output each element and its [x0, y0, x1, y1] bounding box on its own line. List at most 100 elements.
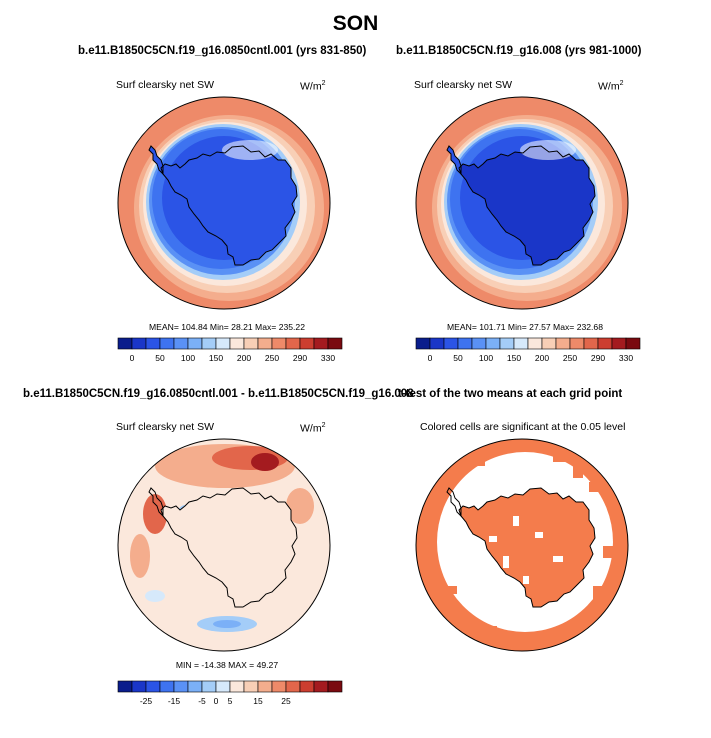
colorbar3-box-10 [257, 680, 273, 693]
panel2-units: W/m2 [598, 80, 624, 93]
season-title: SON [332, 12, 379, 35]
colorbar1-tick-label-3: 150 [209, 353, 223, 363]
colorbar3-tick-label-2: -5 [198, 696, 206, 706]
panel4-subtitle: Colored cells are significant at the 0.0… [420, 421, 626, 433]
panel2-colorbar: 0 50 100 150 200 250 290 330 [415, 337, 641, 363]
antarctica-coastline [160, 487, 298, 608]
colorbar2-tick-label-3: 150 [507, 353, 521, 363]
antarctic-peninsula-outline [446, 145, 462, 176]
significant-cell-2 [553, 454, 567, 462]
significance-layer [416, 439, 628, 651]
panel3-variable-label: Surf clearsky net SW [116, 421, 215, 433]
not-significant-cell-2 [503, 556, 509, 568]
significant-cell-6 [427, 566, 437, 576]
colorbar1-tick-label-6: 290 [293, 353, 307, 363]
panel3-units: W/m2 [300, 422, 326, 435]
colorbar2-tick-label-5: 250 [563, 353, 577, 363]
field-continent [161, 146, 297, 265]
colorbar3-tick-label-1: -15 [168, 696, 181, 706]
colorbar2-box-6 [499, 337, 515, 350]
diff-west-strong [143, 494, 167, 534]
antarctica-coastline [458, 145, 596, 266]
diff-west-positive [130, 534, 150, 578]
colorbar3-box-15 [327, 680, 343, 693]
colorbar2-box-15 [625, 337, 641, 350]
colorbar2-box-2 [443, 337, 459, 350]
colorbar2-tick-label-6: 290 [591, 353, 605, 363]
colorbar1-box-11 [271, 337, 287, 350]
significant-cell-11 [593, 586, 603, 600]
panel3-colorbar: -25 -15 -5 0 5 15 25 [117, 680, 343, 706]
significant-cell-5 [425, 532, 435, 546]
colorbar2-box-9 [541, 337, 557, 350]
map-boundary [415, 438, 629, 652]
colorbar2-box-8 [527, 337, 543, 350]
colorbar3-box-14 [313, 680, 329, 693]
colorbar2-box-5 [485, 337, 501, 350]
diff-negative-d [145, 590, 165, 602]
field-layer [416, 97, 628, 309]
diff-negative-core [213, 620, 241, 628]
colorbar1-box-0 [117, 337, 133, 350]
not-significant-cell-3 [553, 556, 563, 562]
panel1-map [117, 96, 331, 310]
colorbar3-tick-label-0: -25 [140, 696, 153, 706]
panel2-case-title: b.e11.B1850C5CN.f19_g16.008 (yrs 981-100… [396, 45, 642, 57]
colorbar1-tick-label-2: 100 [181, 353, 195, 363]
colorbar1-box-7 [215, 337, 231, 350]
colorbar2-tick-label-1: 50 [453, 353, 463, 363]
colorbar1-box-4 [173, 337, 189, 350]
colorbar1-box-14 [313, 337, 329, 350]
colorbar3-box-1 [131, 680, 147, 693]
panel1-stats: MEAN= 104.84 Min= 28.21 Max= 235.22 [149, 322, 305, 332]
significant-cell-9 [513, 632, 525, 640]
colorbar1-tick-label-4: 200 [237, 353, 251, 363]
significant-cell-10 [563, 624, 575, 634]
antarctic-peninsula-outline [446, 487, 462, 518]
colorbar3-tick-label-3: 0 [214, 696, 219, 706]
panel1-colorbar: 0 50 100 150 200 250 290 330 [117, 337, 343, 363]
colorbar2-box-0 [415, 337, 431, 350]
not-significant-cell-4 [523, 576, 529, 584]
colorbar2-box-1 [429, 337, 445, 350]
colorbar1-box-6 [201, 337, 217, 350]
antarctic-peninsula-outline [148, 487, 164, 518]
panel1-units: W/m2 [300, 80, 326, 93]
colorbar3-box-2 [145, 680, 161, 693]
diff-east-positive [286, 488, 314, 524]
colorbar2-box-13 [597, 337, 613, 350]
colorbar2-box-11 [569, 337, 585, 350]
colorbar2-box-12 [583, 337, 599, 350]
colorbar1-box-10 [257, 337, 273, 350]
panel4-case-title: t-test of the two means at each grid poi… [398, 388, 623, 400]
difference-layer [118, 439, 330, 651]
significant-cell-7 [447, 586, 457, 594]
significant-continent [459, 488, 595, 607]
colorbar1-box-12 [285, 337, 301, 350]
panel1-variable-label: Surf clearsky net SW [116, 79, 215, 91]
map-boundary [415, 96, 629, 310]
colorbar3-box-12 [285, 680, 301, 693]
colorbar2-tick-label-4: 200 [535, 353, 549, 363]
significant-cell-12 [603, 546, 613, 558]
diff-continent [161, 488, 297, 607]
antarctica-coastline [160, 145, 298, 266]
colorbar1-box-8 [229, 337, 245, 350]
field-layer [118, 97, 330, 309]
colorbar1-tick-label-1: 50 [155, 353, 165, 363]
significant-cell-4 [589, 482, 599, 492]
significant-cell-0 [433, 476, 447, 484]
field-continent [459, 146, 595, 265]
colorbar2-tick-label-2: 100 [479, 353, 493, 363]
colorbar3-box-9 [243, 680, 259, 693]
colorbar3-tick-label-6: 25 [281, 696, 291, 706]
antarctic-peninsula-outline [148, 145, 164, 176]
colorbar1-box-2 [145, 337, 161, 350]
panel1-case-title: b.e11.B1850C5CN.f19_g16.0850cntl.001 (yr… [78, 45, 367, 57]
significant-cell-8 [483, 626, 497, 634]
colorbar2-box-7 [513, 337, 529, 350]
colorbar1-box-1 [131, 337, 147, 350]
antarctica-coastline [458, 487, 596, 608]
significant-cell-1 [453, 466, 463, 476]
colorbar2-tick-label-0: 0 [428, 353, 433, 363]
